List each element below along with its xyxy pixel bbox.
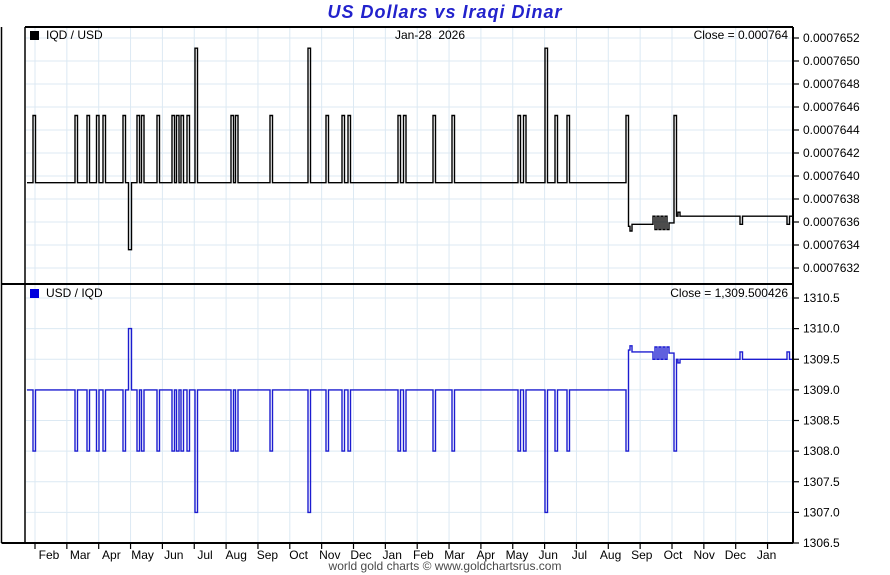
y-tick-label-top: 0.0007646 [803,100,860,114]
y-tick-label-bottom: 1307.0 [803,505,840,519]
y-tick-label-top: 0.0007650 [803,54,860,68]
month-label: Apr [102,548,121,562]
page-title: US Dollars vs Iraqi Dinar [327,2,563,22]
legend-swatch-black [30,30,39,40]
y-tick-label-bottom: 1308.5 [803,414,840,428]
month-label: Feb [39,548,60,562]
month-label: Feb [413,548,434,562]
month-label: Oct [664,548,683,562]
close-label-top: Close = 0.000764 [693,28,788,42]
month-label: Jul [197,548,212,562]
y-tick-label-top: 0.0007652 [803,31,860,45]
legend-iqd-usd: IQD / USD [30,28,103,42]
month-label: Sep [631,548,653,562]
month-label: May [506,548,529,562]
month-label: Oct [289,548,308,562]
y-tick-label-bottom: 1310.5 [803,291,840,305]
month-label: Jan [383,548,402,562]
month-label: Nov [694,548,715,562]
y-tick-label-bottom: 1307.5 [803,475,840,489]
legend-label: IQD / USD [46,28,103,42]
footer-credit: world gold charts © www.goldchartsrus.co… [328,559,562,573]
y-tick-label-top: 0.0007640 [803,169,860,183]
y-tick-label-bottom: 1309.0 [803,383,840,397]
month-label: Jul [572,548,587,562]
legend-usd-iqd: USD / IQD [30,286,103,300]
y-tick-label-bottom: 1310.0 [803,322,840,336]
month-label: Aug [226,548,247,562]
month-label: Jun [164,548,183,562]
legend-label: USD / IQD [46,286,103,300]
month-label: Nov [319,548,340,562]
legend-swatch-blue [30,288,39,298]
y-tick-label-top: 0.0007644 [803,123,860,137]
month-label: Mar [70,548,91,562]
date-label: Jan-28 2026 [394,28,466,42]
series-usd-iqd [27,327,792,514]
y-tick-label-top: 0.0007632 [803,261,860,275]
y-tick-label-bottom: 1306.5 [803,536,840,550]
y-tick-label-bottom: 1309.5 [803,352,840,366]
month-label: Apr [476,548,495,562]
series-iqd-usd [27,47,792,251]
month-label: Aug [600,548,621,562]
y-tick-label-top: 0.0007634 [803,238,860,252]
month-label: Mar [444,548,465,562]
y-tick-label-bottom: 1308.0 [803,444,840,458]
y-tick-label-top: 0.0007648 [803,77,860,91]
month-label: Dec [350,548,371,562]
month-label: May [131,548,154,562]
y-tick-label-top: 0.0007642 [803,146,860,160]
close-label-bottom: Close = 1,309.500426 [670,286,788,300]
y-tick-label-top: 0.0007638 [803,192,860,206]
month-label: Sep [257,548,279,562]
month-label: Jan [757,548,776,562]
y-tick-label-top: 0.0007636 [803,215,860,229]
month-label: Jun [539,548,558,562]
month-label: Dec [725,548,746,562]
